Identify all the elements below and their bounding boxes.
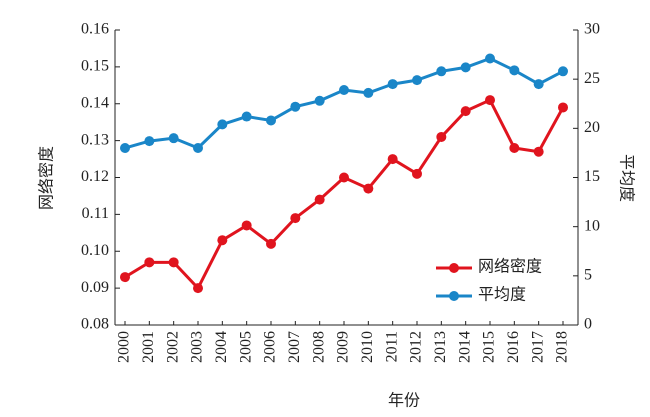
y-tick-label: 0.14 [81,94,109,111]
y-tick-label: 0.08 [81,316,109,333]
y2-tick-label: 5 [584,267,592,284]
x-tick-label: 2001 [140,331,157,363]
x-axis-label: 年份 [388,392,420,410]
point [314,194,325,205]
point [363,87,374,98]
point [387,79,398,90]
point [193,283,203,294]
point [363,183,374,194]
point [217,119,228,130]
point [436,131,447,142]
x-tick-label: 2005 [237,331,254,363]
x-tick-label: 2016 [505,331,522,363]
point [290,213,301,224]
point [144,136,155,147]
point [436,66,447,77]
point [485,95,495,106]
y-tick-label: 0.11 [82,205,109,222]
x-tick-label: 2012 [408,331,425,363]
point [266,115,276,126]
y-tick-label: 0.09 [81,279,109,296]
point [168,133,179,144]
point [290,101,301,112]
point [533,146,544,157]
x-tick-label: 2004 [213,331,230,363]
point [412,168,422,179]
x-tick-label: 2000 [116,331,133,363]
x-tick-label: 2002 [164,331,181,363]
point [168,257,179,268]
point [460,62,471,73]
y-tick-label: 0.16 [81,21,109,38]
x-tick-label: 2018 [554,331,571,363]
x-tick-label: 2017 [529,331,546,363]
series-line [124,56,564,150]
x-tick-label: 2006 [262,331,279,363]
point [558,102,568,113]
x-tick-label: 2009 [335,331,352,363]
x-tick-label: 2011 [383,331,400,362]
point [241,220,252,231]
y-tick-label: 0.10 [81,242,109,259]
point [339,172,349,183]
point [387,154,398,165]
y-tick-label: 0.12 [81,168,109,185]
y2-tick-label: 20 [584,119,600,136]
x-tick-label: 2015 [481,331,498,363]
point [314,95,325,106]
y2-tick-label: 0 [584,316,592,333]
y-tick-label: 0.13 [81,131,109,148]
x-tick-label: 2007 [286,331,303,363]
point [266,238,276,249]
point [339,84,349,95]
y2-tick-label: 30 [584,21,600,38]
x-tick-label: 2003 [189,331,206,363]
point [144,257,155,268]
x-tick-label: 2010 [359,331,376,363]
point [558,66,568,77]
legend-label: 平均度 [478,286,526,304]
legend-label: 网络密度 [478,257,542,276]
point [533,79,544,90]
x-tick-label: 2014 [456,331,473,363]
y2-tick-label: 25 [584,70,600,87]
legend-marker [449,291,459,301]
point [217,235,228,246]
point [485,53,495,64]
y2-tick-label: 15 [584,168,600,185]
y-tick-label: 0.15 [81,58,109,75]
y2-axis-label: 平均度 [617,154,635,202]
point [120,272,130,283]
point [412,75,422,86]
legend-marker [449,263,459,273]
y-axis-label: 网络密度 [37,146,56,210]
point [241,111,252,122]
point [509,65,520,76]
x-tick-label: 2008 [310,331,327,363]
y2-tick-label: 10 [584,217,600,234]
x-tick-label: 2013 [432,331,449,363]
point [193,143,203,153]
point [509,143,520,153]
point [460,106,471,117]
point [120,143,130,153]
